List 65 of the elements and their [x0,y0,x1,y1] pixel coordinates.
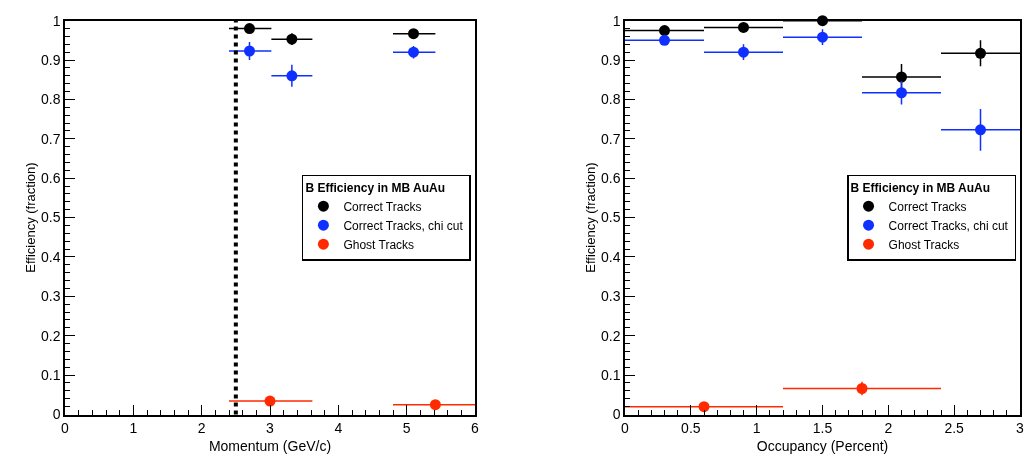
legend-label: Correct Tracks [343,199,422,214]
point [429,399,441,411]
point [975,47,986,59]
x-tick-label: 4 [334,420,343,437]
y-tick-label: 0.9 [40,51,61,68]
x-tick-label: 0.5 [681,420,701,437]
x-tick-label: 2 [197,420,206,437]
x-axis-title: Occupancy (Percent) [756,437,889,454]
point [408,28,419,40]
legend-label: Ghost Tracks [888,237,960,252]
x-tick-label: 1 [752,420,761,437]
point [896,71,907,83]
x-tick-label: 2 [884,420,893,437]
legend-label: Correct Tracks [888,199,967,214]
x-axis-title: Momentum (GeV/c) [208,437,332,454]
point [698,401,710,413]
point [659,34,670,46]
point [856,383,868,394]
y-tick-label: 0.2 [40,327,61,344]
y-tick-label: 0.2 [600,327,621,344]
y-tick-label: 0.3 [40,288,61,305]
y-tick-label: 0.8 [600,91,621,108]
point [286,70,298,82]
x-tick-label: 2.5 [944,420,965,437]
legend-title: B Efficiency in MB AuAu [305,180,445,195]
x-tick-label: 5 [402,420,411,437]
y-tick-label: 0.6 [40,170,61,187]
point [975,124,986,136]
y-tick-label: 1 [612,12,621,29]
legend-label: Correct Tracks, chi cut [888,218,1009,233]
y-tick-label: 0 [52,406,61,423]
point [896,87,907,99]
x-tick-label: 1 [129,420,138,437]
x-tick-label: 3 [266,420,275,437]
y-tick-label: 1 [52,12,61,29]
x-tick-label: 3 [1016,420,1025,437]
y-tick-label: 0 [612,406,621,423]
point [244,45,255,57]
point [264,395,276,407]
y-tick-label: 0.1 [40,367,61,384]
y-tick-label: 0.6 [600,170,621,187]
point [408,46,419,58]
point [817,31,828,43]
y-axis-title: Efficiency (fraction) [23,162,39,273]
y-tick-label: 0.8 [40,91,61,108]
y-tick-label: 0.7 [40,130,61,147]
point [286,33,298,45]
y-tick-label: 0.5 [600,209,621,226]
y-tick-label: 0.1 [600,367,621,384]
legend-title: B Efficiency in MB AuAu [850,180,991,195]
point [738,21,749,33]
legend-label: Correct Tracks, chi cut [343,218,464,233]
x-tick-label: 6 [471,420,480,437]
point [659,25,670,37]
y-tick-label: 0.7 [600,130,621,147]
x-tick-label: 1.5 [812,420,833,437]
y-tick-label: 0.5 [40,209,61,226]
point [244,23,255,35]
y-tick-label: 0.4 [600,248,621,265]
y-tick-label: 0.3 [600,288,621,305]
y-tick-label: 0.9 [600,51,621,68]
y-axis-title: Efficiency (fraction) [583,162,599,273]
point [738,46,749,58]
legend-label: Ghost Tracks [343,237,415,252]
y-tick-label: 0.4 [40,248,61,265]
